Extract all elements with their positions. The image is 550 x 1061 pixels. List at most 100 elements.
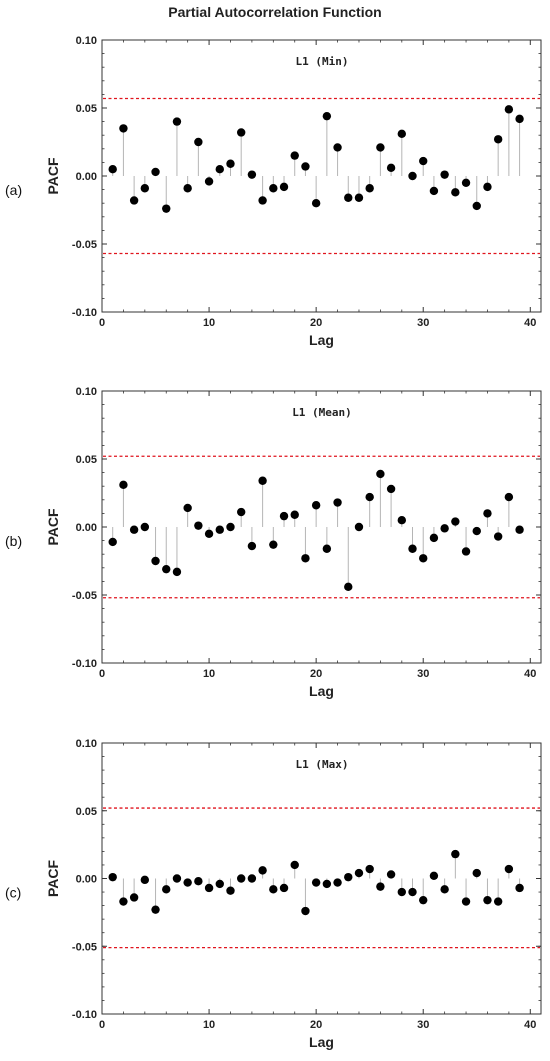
x-axis-label: Lag xyxy=(309,1034,334,1050)
pacf-point xyxy=(472,526,481,536)
pacf-point xyxy=(172,567,182,577)
pacf-point xyxy=(461,178,471,187)
y-tick-label: -0.05 xyxy=(72,239,97,251)
pacf-point xyxy=(279,511,289,521)
pacf-point xyxy=(247,170,257,179)
pacf-point xyxy=(226,886,235,895)
pacf-point xyxy=(365,492,374,502)
pacf-point xyxy=(183,503,192,513)
pacf-point xyxy=(311,501,321,510)
panel-title: L1 (Mean) xyxy=(292,406,352,419)
pacf-point xyxy=(493,135,503,144)
pacf-point xyxy=(204,177,214,186)
pacf-point xyxy=(204,883,214,893)
y-tick-label: -0.10 xyxy=(72,658,97,670)
plot-frame xyxy=(101,39,542,313)
figure-title: Partial Autocorrelation Function xyxy=(168,4,381,20)
pacf-point xyxy=(140,184,150,193)
pacf-point xyxy=(504,492,514,502)
pacf-panel-2: 0.10 0.05 0.00 -0.05 -0.100 10 20 30 40 Lag PACF (b… xyxy=(5,386,542,699)
y-axis-label: PACF xyxy=(45,157,61,195)
y-axis-label: PACF xyxy=(45,508,61,546)
pacf-point xyxy=(472,868,481,878)
pacf-point xyxy=(301,906,310,916)
pacf-point xyxy=(440,170,449,179)
x-tick-label: 40 xyxy=(524,1019,536,1031)
pacf-point xyxy=(194,877,203,886)
pacf-panel-1: 0.10 0.05 0.00 -0.05 -0.100 10 20 30 40 Lag PACF (a… xyxy=(5,35,542,348)
pacf-point xyxy=(429,533,439,543)
panel-tag: (a) xyxy=(5,182,22,198)
pacf-point xyxy=(279,182,289,192)
pacf-point xyxy=(269,184,278,193)
pacf-point xyxy=(162,564,171,574)
panel-title: L1 (Max) xyxy=(296,758,349,771)
pacf-point xyxy=(162,885,171,894)
y-tick-label: 0.05 xyxy=(76,806,97,818)
pacf-point xyxy=(461,897,471,906)
pacf-point xyxy=(386,484,396,494)
pacf-point xyxy=(440,885,449,894)
pacf-point xyxy=(183,878,192,887)
x-tick-label: 0 xyxy=(99,668,105,680)
pacf-point xyxy=(429,871,439,880)
pacf-point xyxy=(172,874,182,883)
pacf-point xyxy=(226,522,235,532)
pacf-point xyxy=(322,544,332,553)
pacf-point xyxy=(301,554,310,563)
pacf-point xyxy=(333,498,342,507)
pacf-point xyxy=(408,171,417,181)
pacf-point xyxy=(301,162,310,171)
panel-tag: (c) xyxy=(5,885,21,901)
pacf-point xyxy=(419,156,428,166)
y-tick-label: 0.10 xyxy=(76,386,97,398)
x-tick-label: 10 xyxy=(203,668,215,680)
plot-frame xyxy=(101,390,542,664)
pacf-point xyxy=(322,111,332,121)
x-tick-label: 10 xyxy=(203,317,215,329)
pacf-point xyxy=(269,885,278,894)
pacf-point xyxy=(419,554,428,563)
x-tick-label: 20 xyxy=(310,1019,322,1031)
pacf-point xyxy=(140,522,150,532)
pacf-point xyxy=(108,537,117,547)
pacf-point xyxy=(151,556,160,566)
y-tick-label: 0.10 xyxy=(76,738,97,750)
pacf-point xyxy=(451,188,460,197)
pacf-point xyxy=(108,165,117,174)
y-tick-label: -0.10 xyxy=(72,307,97,319)
pacf-point xyxy=(386,870,396,879)
pacf-point xyxy=(493,532,503,541)
pacf-point xyxy=(386,163,396,173)
pacf-point xyxy=(515,114,524,124)
pacf-point xyxy=(258,196,267,205)
pacf-point xyxy=(376,143,385,152)
pacf-point xyxy=(236,128,246,137)
pacf-point xyxy=(408,544,417,553)
pacf-point xyxy=(311,878,321,887)
pacf-point xyxy=(483,895,492,905)
x-axis-label: Lag xyxy=(309,332,334,348)
y-axis-label: PACF xyxy=(45,860,61,898)
pacf-point xyxy=(129,196,139,205)
pacf-point xyxy=(194,137,203,147)
pacf-point xyxy=(269,540,278,549)
pacf-point xyxy=(151,905,160,914)
pacf-point xyxy=(451,517,460,526)
pacf-point xyxy=(408,887,417,897)
pacf-point xyxy=(504,105,514,114)
pacf-point xyxy=(119,124,128,133)
pacf-point xyxy=(354,522,364,532)
pacf-point xyxy=(333,878,342,887)
pacf-point xyxy=(376,469,385,479)
pacf-point xyxy=(472,201,481,211)
pacf-point xyxy=(493,897,503,906)
y-tick-label: 0.05 xyxy=(76,454,97,466)
pacf-point xyxy=(215,879,224,889)
pacf-point xyxy=(440,524,449,533)
pacf-point xyxy=(162,204,171,213)
pacf-point xyxy=(397,516,407,525)
pacf-point xyxy=(236,874,246,883)
pacf-point xyxy=(172,117,182,126)
